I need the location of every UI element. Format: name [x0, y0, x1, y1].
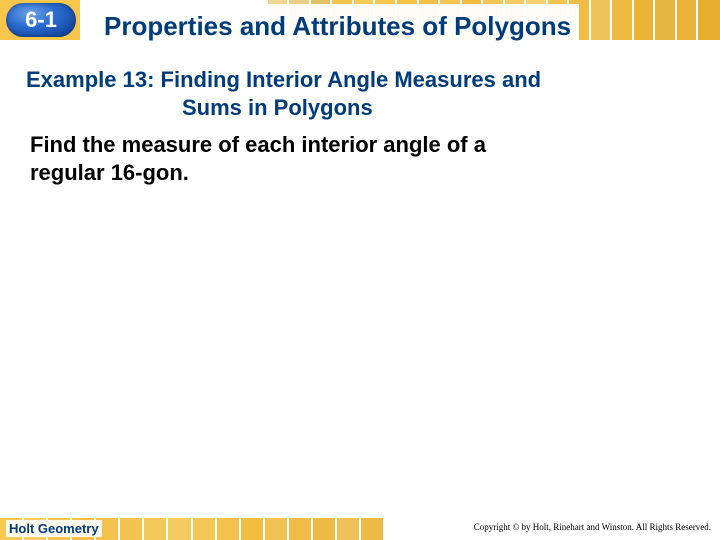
copyright-text: Copyright © by Holt, Rinehart and Winsto… [471, 521, 714, 533]
footer-stripe-segment [409, 518, 433, 540]
slide-footer: Holt Geometry Copyright © by Holt, Rineh… [0, 518, 720, 540]
textbook-label: Holt Geometry [6, 520, 102, 537]
header-stripe-segment [634, 0, 656, 40]
slide-header: 6-1 Properties and Attributes of Polygon… [0, 0, 720, 52]
problem-line2: regular 16-gon. [30, 160, 189, 185]
footer-stripe-segment [168, 518, 192, 540]
footer-stripe-segment [144, 518, 168, 540]
footer-stripe-segment [289, 518, 313, 540]
header-stripe-segment [677, 0, 699, 40]
footer-stripe-segment [265, 518, 289, 540]
footer-stripe-segment [385, 518, 409, 540]
header-stripe-segment [591, 0, 613, 40]
header-title-wrap: Properties and Attributes of Polygons [90, 0, 579, 52]
section-badge: 6-1 [6, 3, 76, 37]
slide-body: Example 13: Finding Interior Angle Measu… [0, 52, 720, 186]
example-heading-line1: Example 13: Finding Interior Angle Measu… [26, 67, 541, 92]
header-stripe-segment [612, 0, 634, 40]
footer-stripe-segment [433, 518, 457, 540]
problem-statement: Find the measure of each interior angle … [30, 131, 698, 186]
footer-stripe-segment [120, 518, 144, 540]
footer-stripe-segment [193, 518, 217, 540]
footer-stripe-segment [217, 518, 241, 540]
footer-stripe-segment [337, 518, 361, 540]
header-stripe-segment [655, 0, 677, 40]
example-heading: Example 13: Finding Interior Angle Measu… [26, 66, 698, 121]
footer-stripe-segment [361, 518, 385, 540]
section-number: 6-1 [25, 7, 57, 33]
footer-stripe-segment [241, 518, 265, 540]
slide-title: Properties and Attributes of Polygons [90, 4, 579, 49]
header-stripe-segment [698, 0, 719, 40]
footer-stripe-segment [313, 518, 337, 540]
problem-line1: Find the measure of each interior angle … [30, 132, 486, 157]
example-heading-line2: Sums in Polygons [182, 94, 698, 122]
